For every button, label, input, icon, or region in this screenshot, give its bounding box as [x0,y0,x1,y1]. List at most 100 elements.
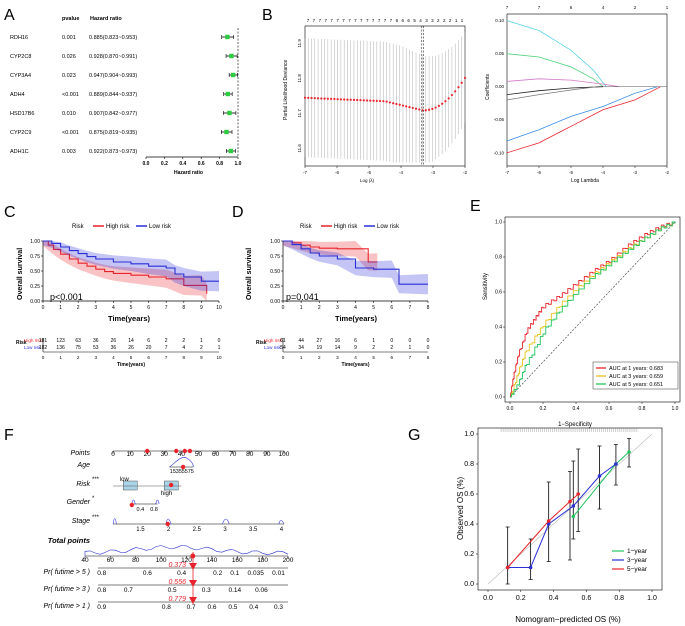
lasso-cv-top-tick: 5 [413,18,416,23]
risk-table-x-tick-label: 9 [200,355,203,360]
nomogram-age-tick-label: 75 [188,469,194,475]
lasso-coef-path [506,86,597,101]
risk-table-high-count: 6 [354,338,357,344]
km-x-tick-label: 2 [77,305,80,311]
lasso-cv-point [356,98,359,102]
lasso-coef-top-tick: 7 [506,5,509,10]
nomogram-prob-tick-label: 0.3 [202,587,211,594]
cal-y-tick-label: 0.6 [464,491,474,498]
risk-table-low-count: 2 [390,345,393,351]
risk-table-xlabel: Time(years) [342,362,370,368]
risk-table-low-count: 14 [335,345,341,351]
lasso-coef-top-tick: 4 [602,5,605,10]
lasso-coef-plot: 7 7 6 4 2 1 0.10 0.05 0.00 -0.05 -0.10 -7 -6 -5 -4 -3 -2 [494,5,670,175]
nomogram-points-tick-label: 60 [212,451,220,458]
nomogram-stage-marker [165,521,170,527]
risk-table-high-count: 0 [427,338,430,344]
lasso-cv-point [365,99,369,102]
lasso-cv-top-tick: 6 [407,18,410,23]
roc-x-tick-label: 0.6 [606,406,613,412]
risk-table-low-count: 36 [111,345,117,351]
nomogram-prob-tick-label: 0.6 [143,570,152,577]
km-d-legend-title: Risk [300,224,313,230]
nomogram-points-marker [174,448,179,454]
forest-plot: RDH16 0.001 0.885(0.823~0.953) CYP2C8 0.026 0… [10,28,242,167]
lasso-coef-y-tick-label: 0.05 [495,51,504,56]
risk-table-low-count: 53 [93,345,99,351]
lasso-cv-x-tick-label: -4 [399,170,403,175]
lasso-cv-point [349,98,352,101]
lasso-cv-point [411,106,414,110]
km-survival-curve [43,240,219,282]
lasso-cv-x-tick-label: -7 [303,170,307,175]
nomogram-prob-tick-label: 0.7 [187,604,196,611]
nomogram-prob-tick-label: 0.7 [124,587,133,594]
lasso-cv-plot: 7 7 7 7 7 7 7 7 7 7 7 7 7 7 7 6 6 6 5 4 3 3 2 2 2 1 111.911.811.71… [297,18,467,175]
risk-table-high-count: 6 [147,338,150,344]
km-confidence-band [43,241,207,301]
forest-xlabel: Hazard ratio [174,170,203,176]
forest-x-tick-label: 1.0 [235,161,242,167]
nomogram-gender-tick-label: 0.8 [150,507,158,513]
nomogram-points-marker [187,448,193,454]
lasso-cv-point [323,97,326,100]
nomogram-points-tick-label: 10 [126,451,134,458]
forest-point [228,148,234,154]
km-y-tick-label: 1.00 [30,239,40,245]
risk-table-low-count: 2 [200,345,203,351]
km-x-tick-label: 6 [390,305,393,311]
nomogram-points-tick-label: 70 [229,451,237,458]
forest-hr-text: 0.907(0.842~0.977) [89,111,137,117]
risk-table-low-count: 4 [182,345,185,351]
lasso-cv-point [431,107,434,110]
nomogram-prob-tick-label: 0.8 [162,604,171,611]
km-x-tick-label: 8 [182,305,185,311]
lasso-cv-top-tick: 7 [390,18,393,23]
lasso-cv-top-tick: 7 [372,18,375,23]
nomogram-prob-tick-label: 0.6 [207,604,216,611]
cal-series-point [614,462,618,466]
risk-table-x-tick-label: 0 [282,355,285,360]
km-d-pvalue: p=0.041 [286,292,319,302]
nomogram-stage-label: Stage [72,518,90,525]
risk-table-x-tick-label: 7 [409,355,412,360]
nomogram-risk-low-box [123,480,138,491]
lasso-cv-top-tick: 2 [449,18,452,23]
nomogram-gender-sig: * [92,496,95,502]
lasso-coef-y-tick-label: -0.05 [494,117,505,122]
risk-table-title: Risk [256,340,267,346]
cal-y-tick-label: 0.2 [464,551,474,558]
nomogram-stage-density [112,518,285,525]
lasso-cv-point [418,108,421,111]
roc-y-tick-label: 0.0 [495,395,502,401]
risk-table-x-tick-label: 3 [95,355,98,360]
lasso-cv-point [336,98,339,101]
lasso-coef-frame [506,13,668,167]
nomogram-points-tick-label: 100 [279,451,290,458]
risk-table-high-count: 27 [316,338,322,344]
forest-gene-label: CYP2C8 [10,54,31,60]
lasso-coef-x-tick-label: -7 [505,170,509,175]
cal-series-point [571,514,576,519]
risk-table-high-count: 1 [372,338,375,344]
roc-legend-entry: AUC at 1 years: 0.683 [609,366,663,372]
km-d-ylabel: Overall survival [246,248,253,300]
lasso-cv-point [375,99,378,102]
lasso-cv-point [352,98,356,101]
panel-label-e: E [470,198,481,215]
nomogram-stage-tick-label: 2.5 [193,527,202,533]
lasso-coef-top-tick: 6 [570,5,573,10]
nomogram-prob-tick-label: 0.5 [168,587,177,594]
nomogram-prob-value: 0.779 [168,596,186,603]
risk-table-high-count: 36 [93,338,99,344]
nomogram-total-tick-label: 200 [283,557,294,564]
nomogram-prob-tick-label: 0.1 [230,570,239,577]
risk-table-low-count: 19 [316,345,322,351]
risk-table-low-count: 9 [354,345,357,351]
lasso-cv-x-tick-label: -3 [431,170,435,175]
lasso-cv-point [405,105,408,108]
lasso-cv-top-tick: 1 [455,18,458,23]
lasso-cv-point [401,104,405,107]
lasso-cv-top-tick: 7 [360,18,363,23]
